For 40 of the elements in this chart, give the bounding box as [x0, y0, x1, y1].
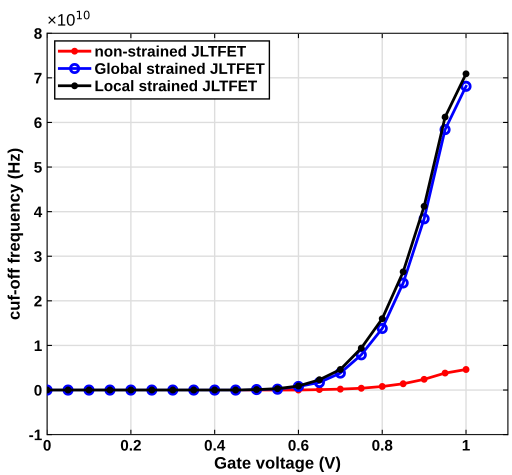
y-tick-label: 2	[34, 296, 42, 306]
point	[334, 368, 346, 379]
point	[376, 322, 388, 334]
y-tick-label: 0	[34, 384, 42, 396]
point	[420, 202, 428, 210]
y-tick-label: -1	[29, 430, 42, 440]
point	[442, 370, 449, 377]
y-tick-label: 3	[34, 251, 42, 262]
x-tick-label: 0.6	[288, 440, 309, 451]
x-tick-label: 0.8	[372, 440, 392, 451]
point	[358, 384, 365, 392]
x-tick-label: 1	[462, 440, 470, 451]
x-tick-label: 0	[43, 440, 51, 451]
point	[462, 70, 470, 78]
point	[400, 268, 407, 276]
point	[462, 366, 470, 373]
y-tick-label: 7	[34, 72, 42, 84]
point	[336, 386, 344, 393]
legend-label: Global strained JLTFET	[95, 62, 265, 74]
y-tick-label: 6	[34, 117, 42, 128]
point	[378, 315, 386, 322]
point	[314, 376, 325, 388]
text: ×10$^{10}$	[48, 10, 90, 26]
y-axis-title: cuf-off frequency (Hz)	[8, 148, 24, 320]
y-tick-label: 8	[34, 28, 42, 39]
point	[420, 376, 428, 383]
x-tick-label: 0.2	[120, 440, 141, 451]
point	[400, 380, 407, 388]
point	[378, 382, 386, 390]
y-tick-label: 4	[34, 206, 42, 218]
point	[460, 80, 472, 92]
point	[336, 366, 344, 373]
x-axis-title: Gate voltage (V)	[214, 456, 340, 472]
point	[358, 344, 365, 352]
legend-label: non-strained JLTFET	[95, 45, 246, 57]
x-tick-label: 0.4	[204, 440, 226, 451]
y-tick-label: 5	[34, 162, 42, 173]
point	[442, 114, 449, 121]
legend-label: Local strained JLTFET	[95, 80, 258, 92]
y-tick-label: 1	[34, 340, 42, 351]
